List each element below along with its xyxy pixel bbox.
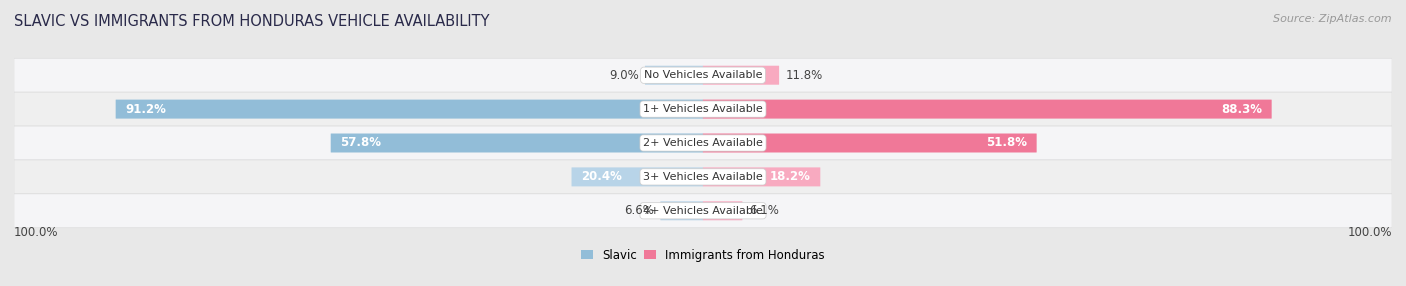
FancyBboxPatch shape: [703, 201, 742, 220]
FancyBboxPatch shape: [571, 167, 703, 186]
FancyBboxPatch shape: [14, 126, 1392, 160]
Text: 1+ Vehicles Available: 1+ Vehicles Available: [643, 104, 763, 114]
Text: 6.1%: 6.1%: [749, 204, 779, 217]
Text: 9.0%: 9.0%: [609, 69, 638, 82]
Text: Source: ZipAtlas.com: Source: ZipAtlas.com: [1274, 14, 1392, 24]
FancyBboxPatch shape: [115, 100, 703, 119]
Text: 2+ Vehicles Available: 2+ Vehicles Available: [643, 138, 763, 148]
FancyBboxPatch shape: [703, 100, 1271, 119]
FancyBboxPatch shape: [14, 58, 1392, 92]
FancyBboxPatch shape: [703, 66, 779, 85]
Text: 51.8%: 51.8%: [986, 136, 1026, 150]
Text: SLAVIC VS IMMIGRANTS FROM HONDURAS VEHICLE AVAILABILITY: SLAVIC VS IMMIGRANTS FROM HONDURAS VEHIC…: [14, 14, 489, 29]
Legend: Slavic, Immigrants from Honduras: Slavic, Immigrants from Honduras: [581, 249, 825, 262]
Text: No Vehicles Available: No Vehicles Available: [644, 70, 762, 80]
Text: 88.3%: 88.3%: [1220, 103, 1261, 116]
FancyBboxPatch shape: [14, 92, 1392, 126]
FancyBboxPatch shape: [14, 160, 1392, 194]
Text: 57.8%: 57.8%: [340, 136, 381, 150]
Text: 20.4%: 20.4%: [581, 170, 623, 183]
FancyBboxPatch shape: [14, 194, 1392, 228]
FancyBboxPatch shape: [661, 201, 703, 220]
Text: 100.0%: 100.0%: [14, 226, 59, 239]
FancyBboxPatch shape: [330, 134, 703, 152]
Text: 100.0%: 100.0%: [1347, 226, 1392, 239]
Text: 18.2%: 18.2%: [769, 170, 810, 183]
FancyBboxPatch shape: [645, 66, 703, 85]
FancyBboxPatch shape: [703, 167, 820, 186]
Text: 11.8%: 11.8%: [786, 69, 823, 82]
Text: 3+ Vehicles Available: 3+ Vehicles Available: [643, 172, 763, 182]
FancyBboxPatch shape: [703, 134, 1036, 152]
Text: 6.6%: 6.6%: [624, 204, 654, 217]
Text: 91.2%: 91.2%: [125, 103, 166, 116]
Text: 4+ Vehicles Available: 4+ Vehicles Available: [643, 206, 763, 216]
